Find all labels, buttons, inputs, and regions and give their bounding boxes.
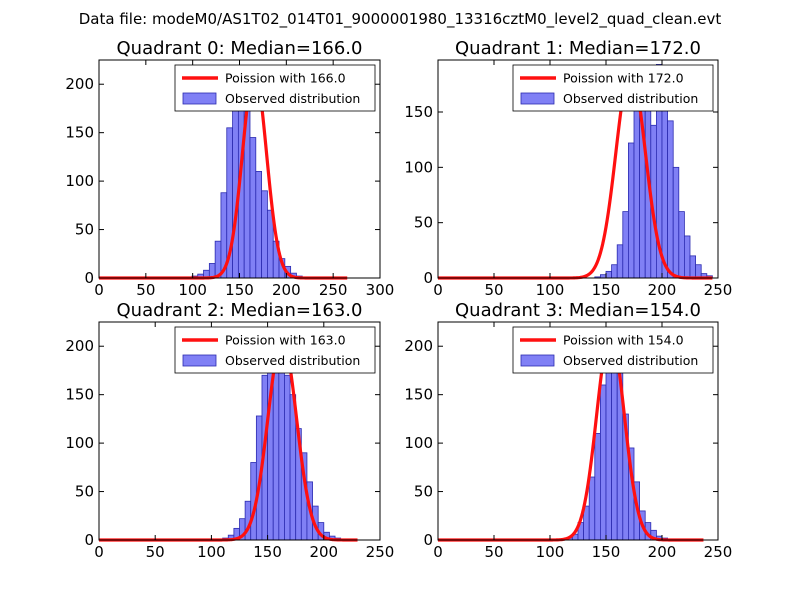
histogram-bar: [249, 137, 257, 279]
legend-entry-observed: Observed distribution: [225, 353, 360, 368]
x-tick-label: 200: [272, 281, 301, 299]
x-tick-label: 200: [309, 543, 338, 561]
histogram-bar: [616, 244, 624, 279]
histogram-bar: [605, 270, 612, 279]
histogram-bar: [611, 264, 618, 279]
legend-bar-swatch: [182, 354, 217, 367]
legend: Poission with 163.0 Observed distribution: [174, 326, 376, 374]
legend-bar-swatch: [520, 354, 555, 367]
y-tick-label: 150: [404, 103, 433, 121]
histogram-bar: [605, 345, 612, 541]
x-tick-label: 250: [704, 281, 733, 299]
y-tick-label: 100: [65, 172, 94, 190]
y-tick-label: 50: [75, 483, 94, 501]
histogram-bar: [622, 211, 629, 279]
legend: Poission with 172.0 Observed distribution: [512, 64, 714, 112]
histogram-bar: [255, 171, 263, 279]
legend-entry-observed: Observed distribution: [563, 353, 698, 368]
legend-entry-poisson: Poission with 166.0: [225, 71, 346, 86]
quadrant-0-panel: 0 50 100 150 200 250 300 0 50 100 150 200 Quadrant 0…: [65, 38, 394, 299]
histogram-bar: [684, 235, 691, 279]
x-tick-label: 50: [484, 543, 503, 561]
y-tick-label: 50: [414, 483, 433, 501]
x-tick-label: 150: [253, 543, 282, 561]
histogram-bar: [667, 120, 674, 279]
axes-frame: [98, 321, 381, 541]
y-tick-label: 100: [65, 434, 94, 452]
histogram-bar: [284, 374, 291, 541]
y-tick-label: 0: [423, 531, 433, 549]
y-tick-label: 200: [65, 75, 94, 93]
legend-entry-poisson: Poission with 154.0: [563, 333, 684, 348]
histogram-bar: [588, 476, 596, 541]
y-tick-label: 200: [404, 337, 433, 355]
x-tick-label: 250: [319, 281, 348, 299]
x-tick-label: 100: [536, 543, 565, 561]
axes-frame: [437, 321, 719, 541]
legend-entry-poisson: Poission with 163.0: [225, 333, 346, 348]
x-tick-label: 0: [433, 281, 443, 299]
x-tick-label: 250: [366, 543, 395, 561]
y-tick-label: 200: [65, 337, 94, 355]
x-tick-label: 150: [592, 543, 621, 561]
x-tick-label: 0: [94, 281, 104, 299]
histogram-bar: [695, 264, 702, 279]
histogram-bar: [261, 190, 268, 279]
legend-entry-observed: Observed distribution: [563, 91, 698, 106]
panel-title: Quadrant 0: Median=166.0: [117, 38, 363, 59]
y-tick-label: 150: [65, 124, 94, 142]
y-tick-label: 150: [404, 386, 433, 404]
x-tick-label: 200: [648, 543, 677, 561]
quadrant-1-panel: 0 50 100 150 200 250 0 50 100 150 Quadrant 1: Medi…: [404, 38, 732, 299]
x-tick-label: 100: [178, 281, 207, 299]
x-tick-label: 50: [484, 281, 503, 299]
x-tick-label: 250: [704, 543, 733, 561]
x-tick-label: 50: [146, 543, 165, 561]
figure-suptitle: Data file: modeM0/AS1T02_014T01_90000019…: [79, 10, 722, 29]
histogram-bar: [633, 83, 640, 279]
x-tick-label: 300: [366, 281, 395, 299]
x-tick-label: 100: [197, 543, 226, 561]
histogram-bar: [611, 345, 618, 541]
y-tick-label: 100: [404, 434, 433, 452]
x-tick-label: 100: [536, 281, 565, 299]
x-tick-label: 150: [225, 281, 254, 299]
legend-entry-poisson: Poission with 172.0: [563, 71, 684, 86]
histogram-bar: [278, 355, 285, 541]
histogram-bar: [678, 211, 685, 279]
panel-title: Quadrant 1: Median=172.0: [455, 38, 701, 59]
x-tick-label: 200: [648, 281, 677, 299]
axes-frame: [437, 59, 719, 279]
x-tick-label: 0: [433, 543, 443, 561]
y-tick-label: 150: [65, 386, 94, 404]
y-tick-label: 50: [75, 221, 94, 239]
panel-title: Quadrant 2: Median=163.0: [117, 300, 363, 321]
quadrant-2-panel: 0 50 100 150 200 250 0 50 100 150 200 Quadrant 2: M…: [65, 300, 394, 561]
histogram-bar: [689, 255, 696, 279]
quadrant-3-panel: 0 50 100 150 200 250 0 50 100 150 200 Quadrant 3: M…: [404, 300, 732, 561]
panel-title: Quadrant 3: Median=154.0: [455, 300, 701, 321]
legend: Poission with 154.0 Observed distribution: [512, 326, 714, 374]
histogram-bar: [600, 384, 607, 541]
histogram-bar: [628, 142, 635, 279]
histogram-bar: [232, 83, 239, 279]
histogram-bar: [594, 433, 601, 541]
y-tick-label: 0: [84, 531, 94, 549]
histogram-bars: [594, 64, 713, 279]
x-tick-label: 50: [136, 281, 155, 299]
y-tick-label: 0: [423, 269, 433, 287]
legend-entry-observed: Observed distribution: [225, 91, 360, 106]
y-tick-label: 100: [404, 158, 433, 176]
legend-bar-swatch: [182, 92, 217, 105]
legend: Poission with 166.0 Observed distribution: [174, 64, 376, 112]
y-tick-label: 50: [414, 214, 433, 232]
x-tick-label: 0: [94, 543, 104, 561]
legend-bar-swatch: [520, 92, 555, 105]
x-tick-label: 150: [592, 281, 621, 299]
histogram-bar: [672, 166, 680, 279]
y-tick-label: 0: [84, 269, 94, 287]
